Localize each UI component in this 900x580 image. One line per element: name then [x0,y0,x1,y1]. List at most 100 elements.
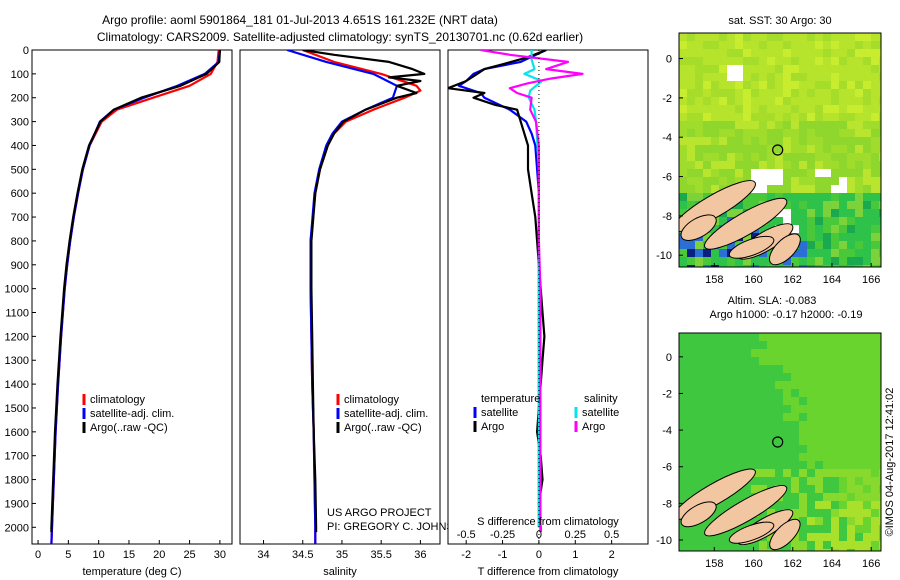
map-cell [791,257,799,265]
x-axis-label: T difference from climatology [478,566,619,578]
map-cell [799,145,807,153]
map-cell [711,249,719,257]
map-cell [703,81,711,89]
map-cell [815,97,823,105]
map-cell [743,73,751,81]
map-cell [799,129,807,137]
map-cell [855,437,863,445]
map-cell [751,89,759,97]
map-cell [679,525,687,533]
map-cell [855,185,863,193]
map-cell [687,201,695,209]
map-cell [759,405,767,413]
map-cell [863,81,871,89]
map-cell [847,257,855,265]
map-cell [695,129,703,137]
map-cell [871,477,879,485]
temperature-profile-series [50,50,221,544]
map-cell [847,389,855,397]
map-cell [727,541,735,549]
map-cell [847,105,855,113]
map-cell [807,413,815,421]
map-cell [711,265,719,267]
map-cell [791,57,799,65]
map-cell [679,365,687,373]
series-temperature-argo [448,50,547,533]
map-cell [791,501,799,509]
map-cell [879,509,881,517]
map-cell [871,389,879,397]
map-cell [751,33,759,41]
map-cell [807,421,815,429]
map-cell [743,381,751,389]
map-cell [695,169,703,177]
map-cell [775,57,783,65]
legend-label: Argo [582,421,605,433]
map-cell [855,177,863,185]
map-cell [735,177,743,185]
map-cell [839,389,847,397]
map-cell [783,429,791,437]
map-cell [847,89,855,97]
map-cell [759,257,767,265]
map-cell [727,501,735,509]
map-cell [799,225,807,233]
depth-tick-label: 400 [11,140,29,152]
map-cell [791,113,799,121]
map-cell [767,373,775,381]
map-cell [815,225,823,233]
map-cell [823,177,831,185]
depth-tick-label: 1100 [5,308,29,320]
map-cell [863,217,871,225]
map-cell [791,349,799,357]
map-cell [751,113,759,121]
map-cell [743,57,751,65]
map-cell [783,373,791,381]
map-cell [863,185,871,193]
map-cell [799,249,807,257]
map-cell [799,33,807,41]
map-cell [855,493,863,501]
sst-map: 158 160 162 164 166 0 -2 -4 -6 -8 -10 [656,32,882,286]
map-cell [863,121,871,129]
map-cell [863,153,871,161]
map-cell [711,177,719,185]
difference-profile-frame [447,49,649,545]
map-cell [831,493,839,501]
map-cell [735,357,743,365]
map-cell [807,225,815,233]
map-y-tick-label: -6 [662,172,672,184]
map-cell [679,161,687,169]
top-x-tick-label: 0.5 [604,529,619,541]
map-cell [807,41,815,49]
map-cell [687,461,695,469]
map-cell [815,381,823,389]
map-cell [743,33,751,41]
map-cell [791,249,799,257]
map-cell [879,381,881,389]
map-cell [799,461,807,469]
map-cell [839,65,847,73]
map-cell [735,381,743,389]
map-cell [703,105,711,113]
map-cell [783,145,791,153]
map-cell [759,429,767,437]
map-cell [687,161,695,169]
map-cell [823,501,831,509]
map-cell [775,153,783,161]
map-cell [759,145,767,153]
map-cell [767,33,775,41]
map-cell [831,65,839,73]
map-cell [871,153,879,161]
map-cell [695,421,703,429]
map-cell [855,257,863,265]
map-cell [799,549,807,551]
map-cell [815,121,823,129]
map-cell [743,89,751,97]
map-cell [791,265,799,267]
map-cell [871,453,879,461]
map-cell [751,41,759,49]
top-x-tick-label: -0.25 [490,529,515,541]
map-cell [831,461,839,469]
map-x-tick-label: 166 [862,558,880,570]
